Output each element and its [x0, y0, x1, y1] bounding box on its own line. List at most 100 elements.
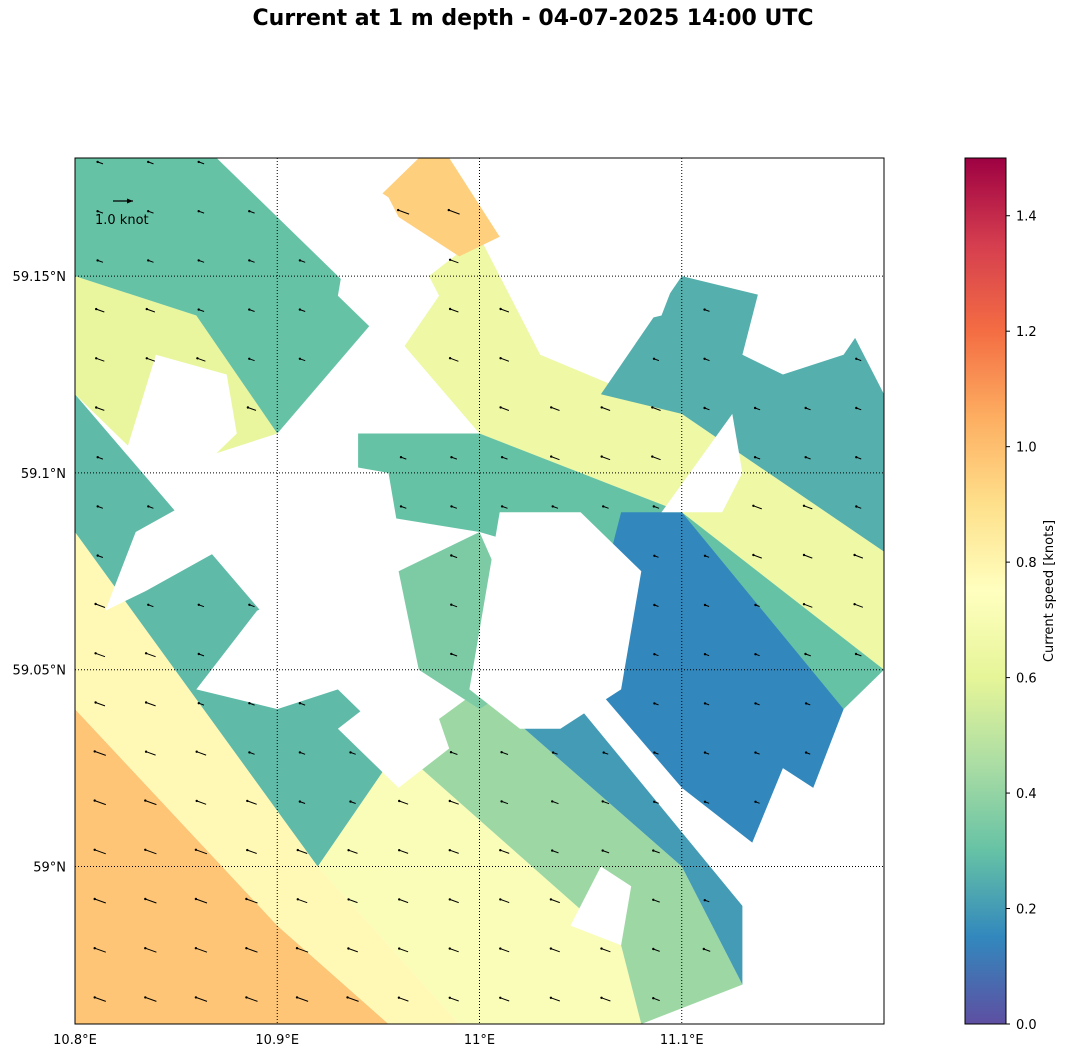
current-vector — [703, 899, 710, 903]
current-vector — [298, 702, 306, 706]
current-vector — [551, 800, 559, 805]
current-vector — [602, 751, 609, 755]
current-vector — [347, 849, 358, 854]
current-vector — [754, 751, 760, 755]
current-vector — [95, 406, 105, 411]
x-tick-label: 11.1°E — [660, 1033, 704, 1048]
current-vector — [398, 849, 409, 854]
current-vector — [601, 800, 610, 805]
current-vector — [550, 406, 560, 411]
land-north-central-island — [337, 177, 440, 355]
current-vector — [754, 800, 760, 804]
land-northwest-island — [125, 354, 237, 473]
current-vector — [296, 848, 308, 854]
speed-region-northern-inlet-hot — [378, 158, 500, 257]
current-vector — [753, 406, 761, 411]
current-vector — [855, 357, 862, 362]
current-vector — [349, 800, 356, 804]
current-vector — [96, 456, 104, 460]
land-south-east-islet — [570, 866, 632, 946]
current-vector — [93, 996, 106, 1002]
current-vector — [295, 947, 309, 953]
x-tick-label: 10.9°E — [255, 1033, 299, 1048]
y-axis-ticks: 59°N 59.05°N 59.1°N 59.15°N — [13, 270, 66, 875]
current-vector — [94, 652, 106, 658]
current-vector — [95, 307, 105, 313]
current-vector — [600, 996, 611, 1002]
current-vector — [448, 996, 459, 1002]
current-vector — [94, 602, 106, 608]
current-vector — [248, 259, 255, 263]
current-vector — [652, 898, 660, 903]
colorbar-tick-label: 1.2 — [1016, 325, 1037, 340]
current-vector — [802, 504, 813, 510]
current-vector — [804, 652, 811, 657]
colorbar-tick-label: 0.8 — [1016, 556, 1037, 571]
current-vector — [448, 799, 459, 805]
colorbar-bar — [964, 157, 1007, 1025]
current-vector — [197, 210, 205, 214]
current-vector — [551, 751, 558, 755]
current-vector — [652, 849, 660, 854]
current-vector — [653, 800, 659, 804]
current-vector — [197, 259, 205, 263]
current-vector — [248, 702, 255, 706]
current-vector — [499, 996, 510, 1002]
current-vector — [753, 456, 761, 460]
y-tick-label: 59°N — [33, 861, 66, 876]
current-vector — [651, 406, 661, 411]
current-vector — [653, 751, 659, 755]
current-vector — [549, 996, 560, 1002]
land-east-island — [661, 413, 743, 513]
land-central-south-island — [337, 689, 450, 788]
current-vector — [246, 848, 257, 854]
current-vector — [95, 357, 105, 362]
plot-frame — [74, 157, 885, 1025]
current-vector — [754, 653, 760, 657]
current-vector — [855, 456, 862, 460]
current-vector — [197, 603, 205, 608]
current-vector — [450, 652, 458, 657]
current-vector — [144, 897, 157, 904]
current-vector — [703, 653, 710, 657]
speed-region-southern-channel-mid — [398, 689, 743, 1024]
quiver-key-arrowhead — [127, 198, 133, 204]
current-vector — [197, 702, 205, 706]
current-vector — [499, 947, 510, 953]
current-vector — [147, 210, 154, 214]
current-vector — [549, 898, 560, 904]
current-vector — [298, 357, 306, 362]
current-vector — [802, 553, 813, 559]
current-vector — [500, 505, 508, 509]
current-vector — [248, 751, 255, 755]
current-vector — [246, 406, 257, 411]
y-tick-label: 59.05°N — [13, 664, 66, 679]
current-vector — [853, 553, 864, 559]
current-vector — [448, 258, 459, 264]
quiver-key: 1.0 knot — [95, 198, 149, 228]
current-vector — [96, 505, 104, 509]
current-vector — [600, 406, 611, 411]
current-vector — [449, 751, 458, 755]
colorbar-tick-label: 1.0 — [1016, 441, 1037, 456]
current-vector — [601, 849, 610, 854]
current-vector — [94, 701, 106, 707]
current-vector — [752, 504, 762, 510]
current-vector — [397, 208, 410, 215]
current-vector — [450, 554, 458, 559]
current-vector — [246, 799, 257, 805]
current-vector — [703, 751, 710, 755]
speed-region-southern-channel-inner — [317, 748, 642, 1024]
current-vector — [248, 210, 255, 214]
colorbar-tick-label: 1.4 — [1016, 210, 1037, 225]
land-central-west-island — [196, 571, 389, 710]
current-vector — [602, 505, 609, 509]
colorbar-tick-label: 0.0 — [1016, 1018, 1037, 1033]
chart-title: Current at 1 m depth - 04-07-2025 14:00 … — [252, 6, 814, 31]
current-vector — [93, 897, 106, 904]
current-vector — [653, 702, 659, 706]
current-vector — [347, 898, 358, 904]
current-vector — [499, 307, 510, 313]
current-vector — [653, 554, 659, 558]
